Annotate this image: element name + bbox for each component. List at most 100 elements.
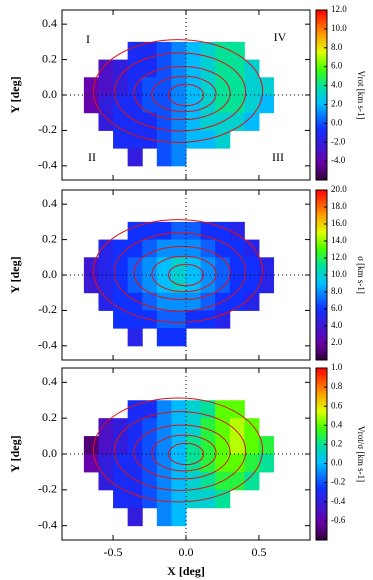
map-cell: [171, 148, 186, 166]
colorbar-tick-label: -2.0: [331, 136, 346, 146]
map-cell: [186, 418, 201, 436]
map-cell: [113, 490, 128, 508]
colorbar-tick-label: 0.0: [331, 117, 343, 127]
map-cell: [171, 508, 186, 526]
map-cell: [128, 508, 143, 526]
map-cell: [215, 400, 230, 418]
y-tick-label: 0.4: [42, 16, 57, 30]
colorbar-tick-label: 14.0: [331, 235, 347, 245]
quadrant-label: I: [86, 32, 90, 46]
colorbar-tick-label: 6.0: [331, 61, 343, 71]
colorbar: 20.018.016.014.012.010.08.06.04.02.0σ [k…: [316, 184, 366, 360]
y-tick-label: -0.4: [38, 338, 57, 352]
map-cell: [128, 148, 143, 166]
map-cell: [244, 240, 259, 258]
quadrant-label: III: [272, 150, 284, 164]
y-tick-label: 0.2: [42, 231, 57, 245]
y-tick-label: 0.0: [42, 446, 57, 460]
y-tick-label: 0.4: [42, 374, 57, 388]
map-cell: [98, 113, 113, 131]
colorbar-tick-label: 8.0: [331, 42, 343, 52]
y-tick-label: -0.2: [38, 302, 57, 316]
colorbar-tick-label: 12.0: [331, 4, 347, 14]
colorbar-tick-label: 2.0: [331, 99, 343, 109]
map-cell: [171, 472, 186, 490]
colorbar-gradient: [316, 10, 327, 180]
map-cell: [128, 454, 143, 472]
y-tick-label: -0.2: [38, 122, 57, 136]
map-cell: [186, 490, 201, 508]
colorbar-tick-label: 4.0: [331, 80, 343, 90]
map-cell: [186, 293, 201, 311]
map-cell: [113, 130, 128, 148]
x-tick-label: -0.5: [104, 545, 123, 559]
map-cell: [186, 130, 201, 148]
map-cell: [128, 293, 143, 311]
y-tick-label: -0.4: [38, 517, 57, 531]
map-cell: [157, 130, 172, 148]
map-cell: [171, 60, 186, 78]
map-cell: [215, 436, 230, 454]
colorbar-tick-label: 8.0: [331, 286, 343, 296]
map-cell: [142, 275, 157, 293]
map-cell: [157, 148, 172, 166]
y-axis-label: Y [deg]: [8, 435, 22, 472]
colorbar-tick-label: -0.2: [331, 477, 345, 487]
colorbar-label: Vrot/σ [km s-1]: [356, 426, 366, 482]
map-cell: [113, 472, 128, 490]
map-cell: [186, 222, 201, 240]
colorbar: 12.010.08.06.04.02.00.0-2.0-4.0Vrot [km …: [316, 4, 366, 180]
y-tick-label: -0.2: [38, 482, 57, 496]
colorbar-tick-label: 20.0: [331, 184, 347, 194]
y-tick-label: 0.4: [42, 196, 57, 210]
map-cell: [186, 77, 201, 95]
map-cell: [215, 310, 230, 328]
colorbar-tick-label: 0.4: [331, 419, 343, 429]
map-cell: [259, 275, 274, 293]
map-cell: [157, 328, 172, 346]
map-cell: [157, 42, 172, 60]
colorbar-label: Vrot [km s-1]: [356, 71, 366, 120]
map-cell: [259, 436, 274, 454]
map-cell: [142, 60, 157, 78]
colorbar-tick-label: 4.0: [331, 320, 343, 330]
map-cell: [157, 95, 172, 113]
map-cell: [98, 418, 113, 436]
colorbar-tick-label: 12.0: [331, 252, 347, 262]
map-cell: [98, 95, 113, 113]
map-cell: [84, 95, 99, 113]
map-cell: [259, 77, 274, 95]
map-cell: [244, 293, 259, 311]
map-cell: [259, 257, 274, 275]
map-cell: [128, 418, 143, 436]
map-cell: [84, 454, 99, 472]
map-cell: [98, 275, 113, 293]
map-cell: [171, 77, 186, 95]
map-cell: [128, 60, 143, 78]
map-cell: [171, 222, 186, 240]
quadrant-label: IV: [274, 30, 287, 44]
map-cell: [98, 257, 113, 275]
map-cell: [244, 77, 259, 95]
map-cell: [244, 257, 259, 275]
map-cell: [98, 293, 113, 311]
map-cell: [128, 113, 143, 131]
map-cell: [84, 257, 99, 275]
colorbar: 1.00.80.60.40.20.0-0.2-0.4-0.6Vrot/σ [km…: [316, 362, 366, 540]
colorbar-tick-label: 0.2: [331, 439, 342, 449]
map-cell: [98, 436, 113, 454]
map-cell: [215, 42, 230, 60]
map-cell: [84, 275, 99, 293]
map-cell: [186, 113, 201, 131]
map-cell: [244, 113, 259, 131]
map-cell: [171, 400, 186, 418]
map-cell: [171, 113, 186, 131]
map-cell: [215, 257, 230, 275]
map-cell: [244, 95, 259, 113]
colorbar-tick-label: 10.0: [331, 269, 347, 279]
map-cell: [157, 293, 172, 311]
map-cell: [113, 310, 128, 328]
colorbar-tick-label: 2.0: [331, 337, 343, 347]
map-cell: [142, 418, 157, 436]
map-cell: [98, 472, 113, 490]
